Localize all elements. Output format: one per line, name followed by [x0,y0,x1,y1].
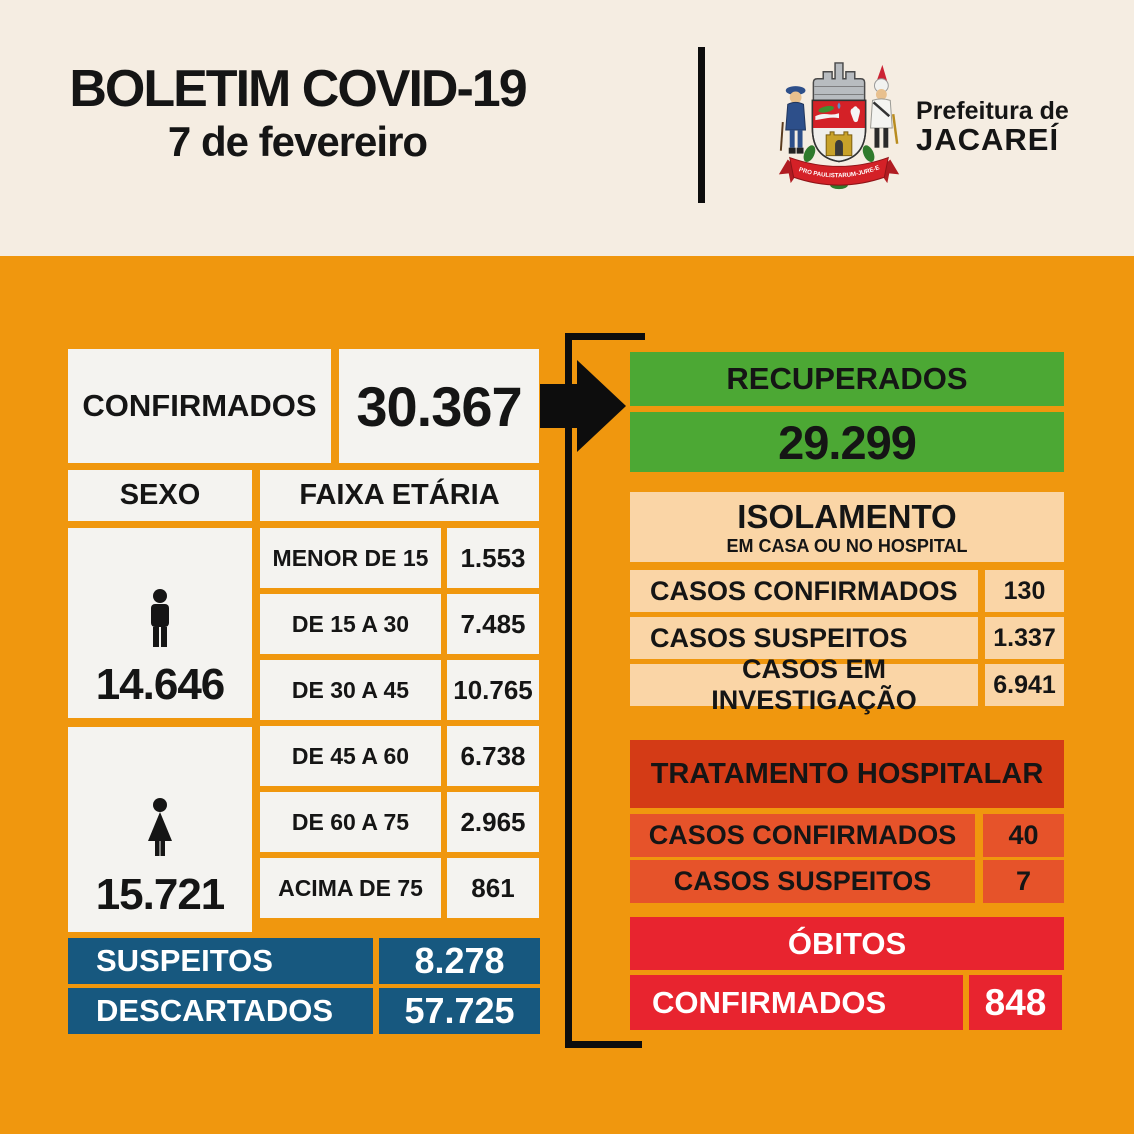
arrow-right-tip [577,360,626,452]
age-row-value: 7.485 [447,594,539,654]
coat-of-arms-icon: PRO PAULISTARUM-JURE-ET-HONORE [770,52,900,190]
isolation-title: ISOLAMENTO [737,497,957,535]
discarded-label: DESCARTADOS [68,988,373,1034]
deaths-confirmed-label: CONFIRMADOS [630,975,963,1030]
hospital-header: TRATAMENTO HOSPITALAR [630,740,1064,808]
confirmed-label: CONFIRMADOS [68,349,331,463]
age-header: FAIXA ETÁRIA [260,470,539,521]
female-total-box: 15.721 [68,727,252,932]
male-total: 14.646 [95,660,226,709]
female-icon [148,798,172,856]
deaths-header: ÓBITOS [630,917,1064,970]
age-row-value: 861 [447,858,539,918]
hospital-row-value: 40 [983,814,1064,857]
header-bar: BOLETIM COVID-19 7 de fevereiro [0,0,1134,256]
hospital-row-label: CASOS SUSPEITOS [630,860,975,903]
hospital-row-label: CASOS CONFIRMADOS [630,814,975,857]
arrow-right-icon [540,384,577,428]
confirmed-value: 30.367 [339,349,539,463]
female-total: 15.721 [95,870,226,919]
page-title: BOLETIM COVID-19 [69,60,527,118]
suspects-value: 8.278 [379,938,540,984]
hospital-row-value: 7 [983,860,1064,903]
bracket-vertical-line [565,333,572,1048]
age-row-label: MENOR DE 15 [260,528,441,588]
bracket-top-line [565,333,645,340]
bracket-bottom-line [565,1041,642,1048]
title-block: BOLETIM COVID-19 7 de fevereiro [55,60,540,166]
logo-text: Prefeitura de JACAREÍ [916,98,1069,157]
age-row-label: DE 30 A 45 [260,660,441,720]
age-row-label: DE 15 A 30 [260,594,441,654]
deaths-confirmed-value: 848 [969,975,1062,1030]
male-icon [151,589,169,647]
logo-org-line1: Prefeitura de [916,97,1069,125]
logo-org-line2: JACAREÍ [916,122,1060,158]
sex-header: SEXO [68,470,252,521]
isolation-subtitle: EM CASA OU NO HOSPITAL [726,535,968,556]
male-total-box: 14.646 [68,528,252,718]
isolation-row-label: CASOS SUSPEITOS [630,617,978,659]
age-row-value: 1.553 [447,528,539,588]
city-logo: PRO PAULISTARUM-JURE-ET-HONORE Prefeitur… [770,52,1120,212]
age-row-label: ACIMA DE 75 [260,858,441,918]
recovered-header: RECUPERADOS [630,352,1064,406]
recovered-value: 29.299 [630,412,1064,472]
age-row-label: DE 60 A 75 [260,792,441,852]
isolation-row-label: CASOS CONFIRMADOS [630,570,978,612]
isolation-row-value: 130 [985,570,1064,612]
suspects-label: SUSPEITOS [68,938,373,984]
page-date: 7 de fevereiro [167,118,428,166]
age-row-value: 10.765 [447,660,539,720]
age-row-label: DE 45 A 60 [260,726,441,786]
isolation-row-value: 6.941 [985,664,1064,706]
age-row-value: 6.738 [447,726,539,786]
isolation-header: ISOLAMENTO EM CASA OU NO HOSPITAL [630,492,1064,562]
isolation-row-value: 1.337 [985,617,1064,659]
isolation-row-label: CASOS EM INVESTIGAÇÃO [630,654,978,715]
age-row-value: 2.965 [447,792,539,852]
header-divider [698,47,705,203]
discarded-value: 57.725 [379,988,540,1034]
